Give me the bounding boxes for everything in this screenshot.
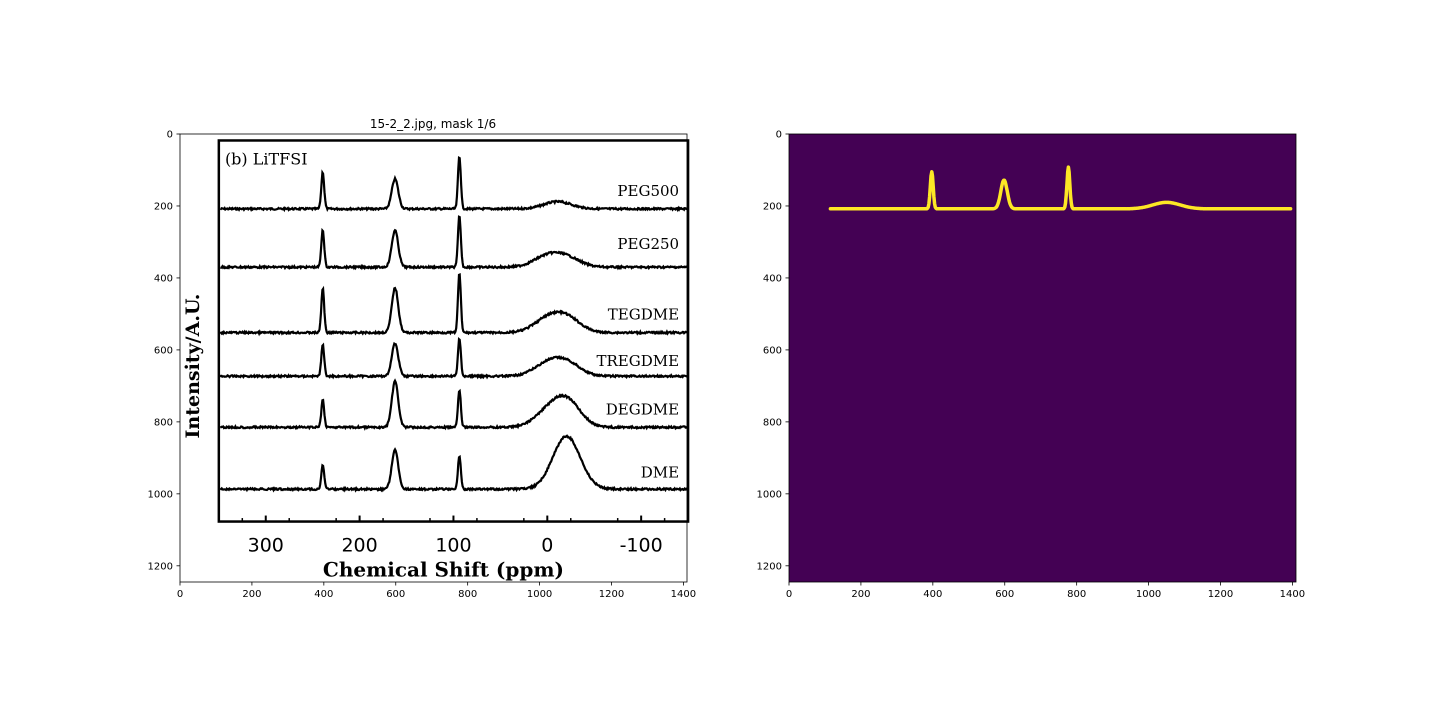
left-y-tick-label: 1000 xyxy=(148,489,173,500)
embedded-x-tick-label: 200 xyxy=(341,535,377,557)
left-axes-frame xyxy=(179,133,688,583)
left-x-tick-label: 400 xyxy=(314,589,333,600)
right-y-tick-label: 1200 xyxy=(757,561,782,572)
spectrum-line-degdme xyxy=(219,378,689,431)
right-x-tick-label: 800 xyxy=(1067,589,1086,600)
left-y-tick-label: 800 xyxy=(154,417,173,428)
spectrum-label: TEGDME xyxy=(608,305,679,323)
left-y-axis: 0 200 400 600 800 1000 1200 xyxy=(148,130,180,572)
left-x-tick-label: 800 xyxy=(458,589,477,600)
right-axes-frame xyxy=(788,133,1297,583)
embedded-x-axis-label: Chemical Shift (ppm) xyxy=(323,558,564,582)
embedded-x-tick-label: -100 xyxy=(620,535,663,557)
right-x-tick-label: 1200 xyxy=(1208,589,1233,600)
embedded-x-tick-label: 0 xyxy=(541,535,553,557)
mask-curve xyxy=(828,165,1293,211)
left-x-tick-label: 1400 xyxy=(671,589,696,600)
right-y-tick-label: 0 xyxy=(776,130,782,141)
left-x-tick-label: 200 xyxy=(242,589,261,600)
mask-background xyxy=(789,134,1296,582)
left-x-tick-label: 1200 xyxy=(599,589,624,600)
left-panel: (b) LiTFSI PEG500 PEG250 TEGDME TREGDME DEGD… xyxy=(148,130,697,601)
right-y-axis: 0 200 400 600 800 1000 1200 xyxy=(757,130,789,572)
spectrum-line-tregdme xyxy=(219,336,689,380)
spectrum-label: DME xyxy=(641,464,679,482)
left-y-tick-label: 1200 xyxy=(148,561,173,572)
figure-title: 15-2_2.jpg, mask 1/6 xyxy=(370,117,496,131)
spectrum-label: DEGDME xyxy=(606,401,679,419)
spectrum-line-peg250 xyxy=(220,215,689,271)
right-y-tick-label: 1000 xyxy=(757,489,782,500)
left-y-tick-label: 0 xyxy=(167,130,173,141)
embedded-nmr-image: (b) LiTFSI PEG500 PEG250 TEGDME TREGDME DEGD… xyxy=(182,139,690,582)
embedded-x-ticks: 300 200 100 0 -100 xyxy=(241,515,666,557)
spectrum-label: TREGDME xyxy=(597,352,680,370)
right-x-tick-label: 1000 xyxy=(1136,589,1161,600)
embedded-y-axis-label: Intensity/A.U. xyxy=(182,294,204,439)
right-x-tick-label: 0 xyxy=(786,589,792,600)
right-x-tick-label: 200 xyxy=(851,589,870,600)
right-y-tick-label: 200 xyxy=(763,201,782,212)
left-y-tick-label: 600 xyxy=(154,345,173,356)
left-y-tick-label: 400 xyxy=(154,273,173,284)
right-x-tick-label: 600 xyxy=(995,589,1014,600)
right-x-axis: 0 200 400 600 800 1000 1200 1400 xyxy=(786,582,1305,600)
spectrum-line-tegdme xyxy=(219,272,689,337)
right-panel: 0 200 400 600 800 1000 1200 1400 0 200 400 600 800 1… xyxy=(757,130,1306,601)
right-y-tick-label: 400 xyxy=(763,273,782,284)
left-x-tick-label: 0 xyxy=(177,589,183,600)
right-x-tick-label: 1400 xyxy=(1280,589,1305,600)
spectrum-line-peg500 xyxy=(219,155,689,213)
spectrum-label: PEG250 xyxy=(617,235,679,253)
spectrum-label: PEG500 xyxy=(617,182,679,200)
right-y-tick-label: 600 xyxy=(763,345,782,356)
left-x-tick-label: 1000 xyxy=(527,589,552,600)
left-y-tick-label: 200 xyxy=(154,201,173,212)
left-x-tick-label: 600 xyxy=(386,589,405,600)
embedded-x-tick-label: 100 xyxy=(435,535,471,557)
right-x-tick-label: 400 xyxy=(923,589,942,600)
embedded-panel-label: (b) LiTFSI xyxy=(225,150,308,169)
spectrum-line-dme xyxy=(219,434,689,493)
left-x-axis: 0 200 400 600 800 1000 1200 1400 xyxy=(177,582,696,600)
right-y-tick-label: 800 xyxy=(763,417,782,428)
embedded-x-tick-label: 300 xyxy=(248,535,284,557)
spectra-group: PEG500 PEG250 TEGDME TREGDME DEGDME DME xyxy=(219,155,689,493)
